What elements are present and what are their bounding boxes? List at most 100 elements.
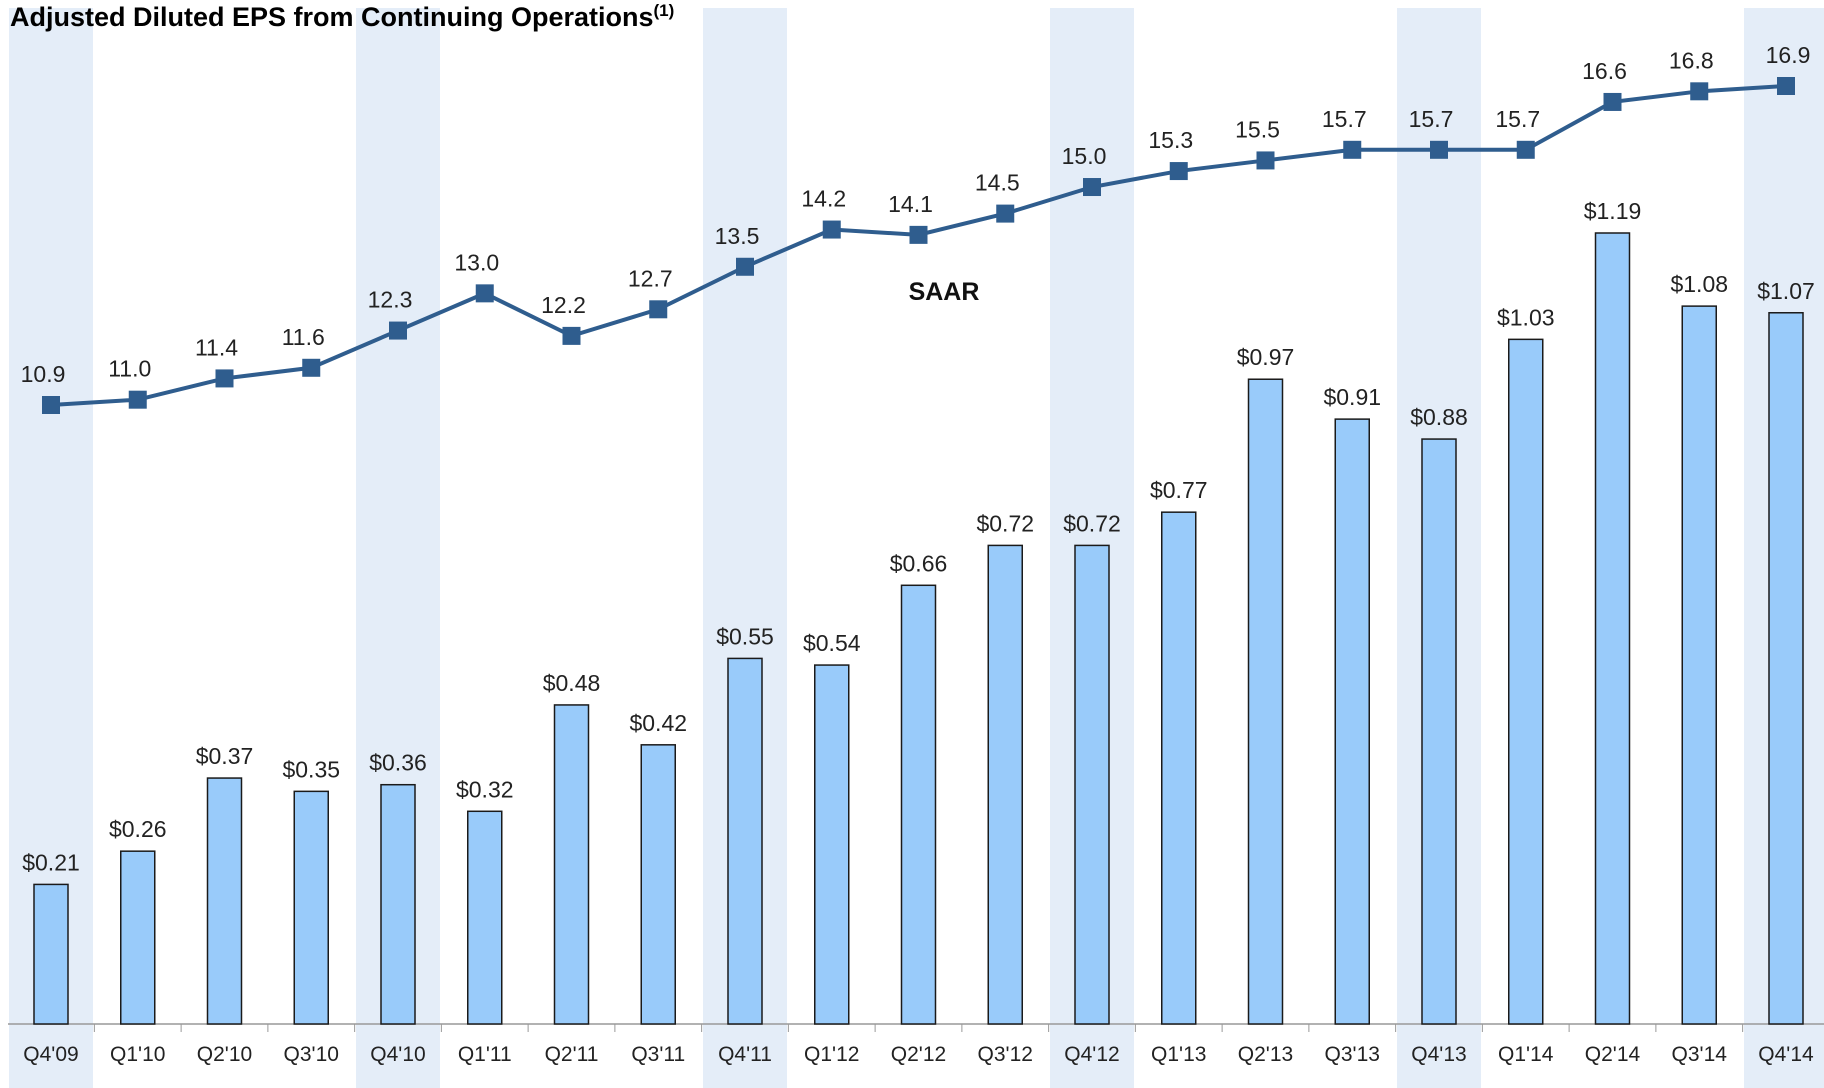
bar [1594,232,1631,1025]
bar [467,810,503,1025]
x-tick-label: Q2'13 [1238,1043,1293,1066]
line-marker [215,369,234,388]
line-label: 12.2 [541,292,586,318]
x-tick-label: Q2'14 [1585,1043,1641,1066]
line-label: 15.7 [1322,106,1367,132]
bar [1161,511,1197,1025]
bar [380,783,416,1025]
bar-label: $0.37 [196,743,254,769]
x-tick-label: Q1'10 [110,1043,165,1066]
bar [206,777,243,1025]
line-marker [42,396,60,414]
bar [1074,544,1110,1025]
bar [727,657,763,1025]
line-marker [1169,162,1188,181]
bar [987,544,1023,1025]
bar [33,883,69,1025]
bar-label: $1.08 [1670,271,1728,297]
line-label: 12.7 [628,265,673,291]
bar [553,704,590,1025]
bar [900,584,937,1025]
line-label: 16.8 [1669,47,1714,73]
line-label: 10.9 [21,361,66,387]
line-label: 15.0 [1062,143,1107,169]
x-tick-label: Q3'11 [631,1043,685,1066]
x-tick-label: Q4'11 [718,1043,772,1066]
x-tick-label: Q2'10 [197,1043,252,1066]
bar-label: $0.48 [543,670,601,696]
x-tick-label: Q1'12 [804,1043,859,1066]
bar-label: $0.91 [1323,384,1381,410]
line-label: 11.6 [282,324,325,350]
bar-label: $1.03 [1497,304,1555,330]
x-tick-label: Q2'11 [545,1043,599,1066]
x-tick-label: Q3'10 [284,1043,339,1066]
bar-label: $0.54 [803,630,861,656]
bar [1421,438,1457,1025]
bar-label: $0.42 [629,710,687,736]
line-marker [128,390,147,409]
bar-label: $0.97 [1237,344,1295,370]
x-tick-label: Q4'14 [1758,1043,1814,1066]
line-marker [475,284,494,303]
line-label: 15.7 [1409,106,1454,132]
line-label: 13.5 [715,223,760,249]
title-text: Adjusted Diluted EPS from Continuing Ope… [10,2,654,32]
line-marker [302,358,321,377]
bar [1768,312,1804,1025]
line-label: 16.9 [1766,42,1811,68]
bar [120,850,156,1025]
x-tick-label: Q4'12 [1064,1043,1119,1066]
x-tick-label: Q2'12 [891,1043,946,1066]
line-marker [1777,77,1795,95]
bar-label: $0.36 [369,750,427,776]
line-marker [996,204,1015,223]
x-tick-label: Q4'09 [23,1043,78,1066]
bar-label: $0.26 [109,816,167,842]
line-marker [1343,140,1362,159]
bar-label: $0.88 [1410,404,1468,430]
bar-label: $0.35 [282,756,340,782]
line-marker [1430,140,1448,159]
line-label: 16.6 [1582,58,1627,84]
line-label: 15.3 [1148,127,1193,153]
bar-label: $1.07 [1757,278,1815,304]
x-tick-label: Q3'14 [1672,1043,1728,1066]
line-label: 12.3 [368,287,413,313]
line-marker [649,300,668,319]
chart-title: Adjusted Diluted EPS from Continuing Ope… [10,1,674,32]
bar [1681,305,1717,1025]
line-marker [1083,178,1101,197]
bar [1508,338,1544,1025]
bar-label: $0.32 [456,776,514,802]
bar [1247,378,1284,1025]
line-marker [1256,151,1275,170]
line-marker [1516,140,1535,159]
x-tick-label: Q1'11 [458,1043,512,1066]
line-marker [736,257,754,276]
bar [1334,418,1370,1025]
x-tick-label: Q1'14 [1498,1043,1554,1066]
line-label: 11.4 [195,334,238,360]
line-marker [1690,82,1709,101]
x-tick-label: Q3'12 [978,1043,1033,1066]
line-marker [909,225,928,244]
line-label: 13.0 [454,249,499,275]
line-marker [1603,92,1622,111]
line-annotation: SAAR [909,278,980,306]
bar-label: $0.77 [1150,477,1208,503]
bar-label: $0.72 [976,510,1034,536]
line-label: 14.2 [801,186,846,212]
bar-label: $0.66 [890,550,948,576]
bar-label: $0.72 [1063,510,1121,536]
line-label: 15.7 [1495,106,1540,132]
line-marker [389,321,407,340]
bar [640,744,676,1025]
bar-label: $0.55 [716,623,774,649]
line-marker [562,326,581,345]
line-label: 15.5 [1235,116,1280,142]
line-label: 11.0 [108,356,151,382]
x-tick-label: Q4'10 [370,1043,425,1066]
bar [814,664,850,1025]
